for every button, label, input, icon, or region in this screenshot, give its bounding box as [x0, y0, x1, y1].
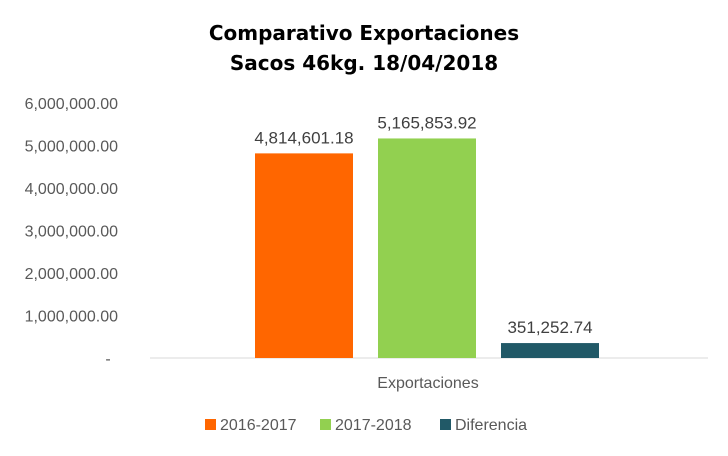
y-tick-label: 4,000,000.00 [25, 181, 119, 198]
y-axis: - 1,000,000.00 2,000,000.00 3,000,000.00 4,0… [25, 96, 119, 368]
bar-2016-2017 [255, 153, 353, 358]
bar-diferencia [501, 343, 599, 358]
y-tick-label: 1,000,000.00 [25, 309, 119, 326]
bars: 4,814,601.18 5,165,853.92 351,252.74 [254, 113, 599, 358]
y-tick-label: 6,000,000.00 [25, 96, 119, 113]
chart-subtitle: Sacos 46kg. 18/04/2018 [230, 51, 498, 75]
y-tick-label: 3,000,000.00 [25, 224, 119, 241]
legend-swatch [320, 419, 331, 430]
legend-label: Diferencia [455, 417, 527, 434]
legend: 2016-2017 2017-2018 Diferencia [205, 417, 527, 434]
chart-title: Comparativo Exportaciones [209, 21, 519, 45]
bar-2017-2018 [378, 138, 476, 358]
legend-label: 2017-2018 [335, 417, 412, 434]
legend-swatch [440, 419, 451, 430]
data-label: 5,165,853.92 [377, 113, 476, 132]
legend-label: 2016-2017 [220, 417, 297, 434]
x-category-label: Exportaciones [377, 375, 478, 392]
y-tick-label: - [105, 351, 110, 368]
legend-swatch [205, 419, 216, 430]
data-label: 4,814,601.18 [254, 128, 353, 147]
y-tick-label: 2,000,000.00 [25, 266, 119, 283]
data-label: 351,252.74 [507, 318, 592, 337]
y-tick-label: 5,000,000.00 [25, 139, 119, 156]
